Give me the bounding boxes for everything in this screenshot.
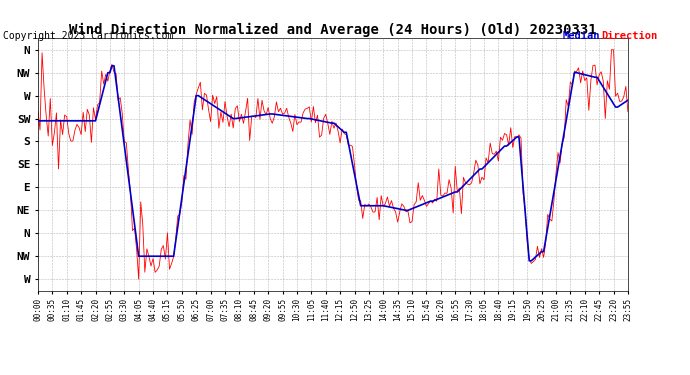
Title: Wind Direction Normalized and Average (24 Hours) (Old) 20230331: Wind Direction Normalized and Average (2…	[69, 23, 597, 37]
Text: Direction: Direction	[602, 32, 658, 41]
Text: Copyright 2023 Cartronics.com: Copyright 2023 Cartronics.com	[3, 32, 174, 41]
Text: Median: Median	[562, 32, 600, 41]
